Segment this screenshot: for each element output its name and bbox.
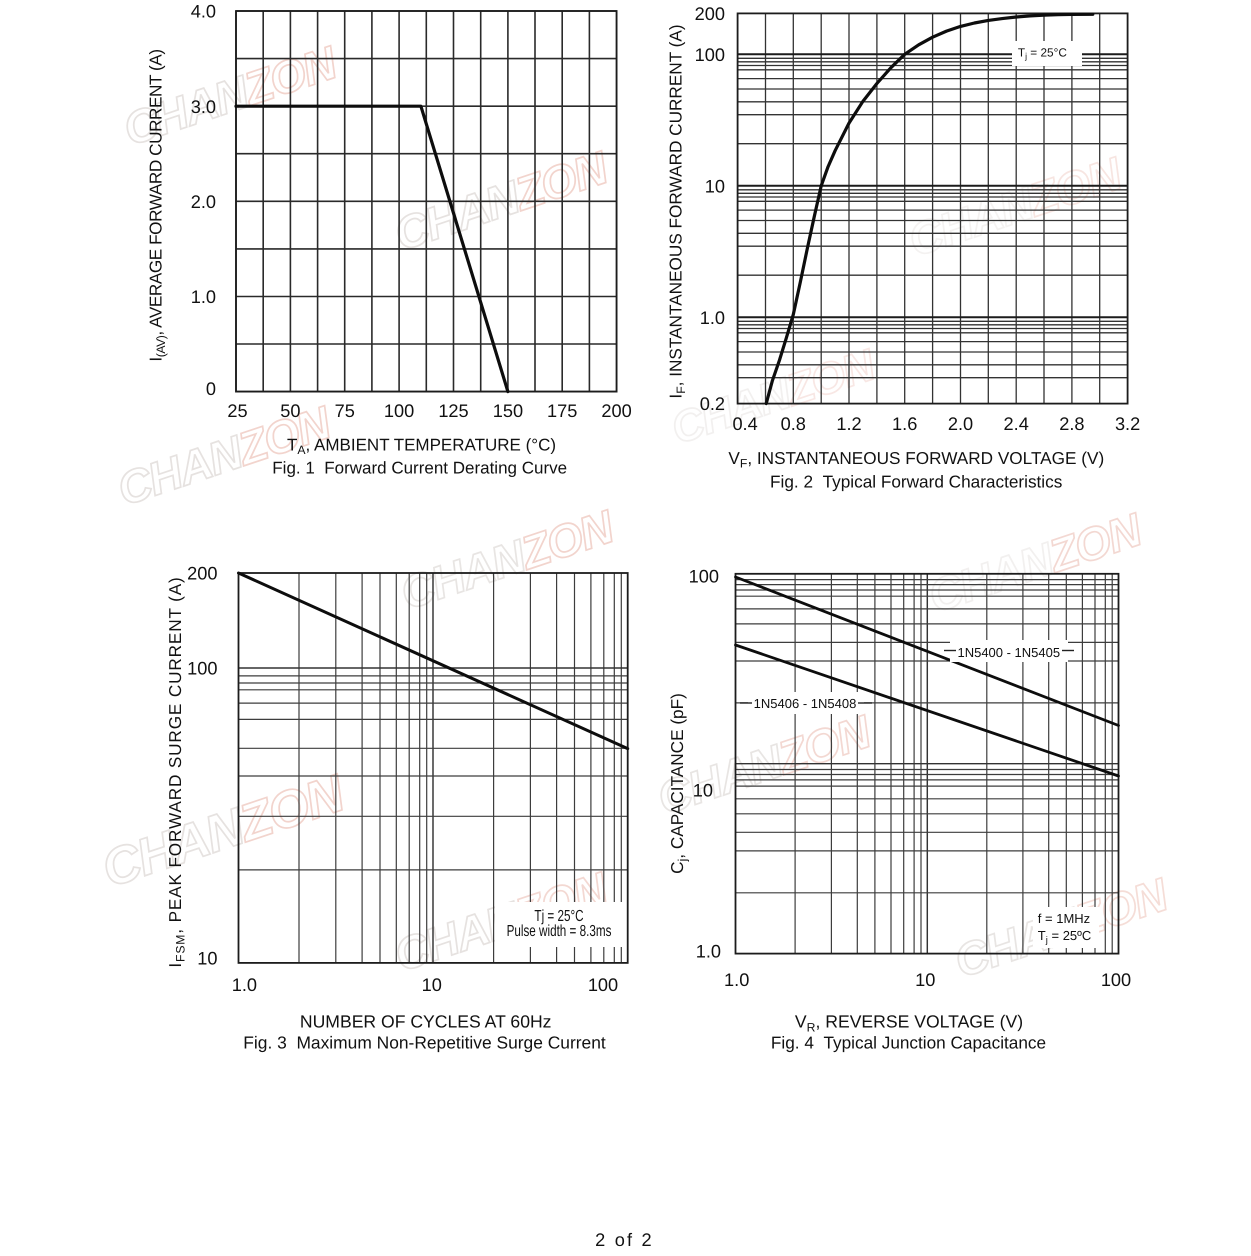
svg-text:2.8: 2.8 bbox=[1059, 414, 1084, 434]
svg-text:0.2: 0.2 bbox=[700, 394, 725, 414]
svg-text:NUMBER OF CYCLES AT 60Hz: NUMBER OF CYCLES AT 60Hz bbox=[300, 1012, 552, 1032]
svg-text:200: 200 bbox=[187, 564, 217, 584]
svg-text:125: 125 bbox=[438, 401, 468, 421]
svg-text:1N5406 - 1N5408: 1N5406 - 1N5408 bbox=[754, 696, 857, 711]
svg-text:I(AV), AVERAGE FORWARD CURRENT: I(AV), AVERAGE FORWARD CURRENT (A) bbox=[146, 49, 169, 361]
svg-text:CHANZON: CHANZON bbox=[394, 500, 621, 620]
svg-text:3.2: 3.2 bbox=[1115, 414, 1140, 434]
svg-text:1.2: 1.2 bbox=[836, 414, 861, 434]
svg-text:10: 10 bbox=[422, 975, 442, 995]
svg-text:4.0: 4.0 bbox=[191, 2, 216, 22]
svg-text:2.0: 2.0 bbox=[191, 192, 216, 212]
svg-text:2.4: 2.4 bbox=[1004, 414, 1029, 434]
svg-text:1.6: 1.6 bbox=[892, 414, 917, 434]
svg-text:10: 10 bbox=[693, 780, 713, 800]
svg-text:1N5400 - 1N5405: 1N5400 - 1N5405 bbox=[957, 645, 1060, 660]
svg-text:10: 10 bbox=[915, 970, 935, 990]
svg-text:175: 175 bbox=[547, 401, 577, 421]
svg-text:1.0: 1.0 bbox=[724, 970, 749, 990]
svg-text:10: 10 bbox=[705, 176, 725, 196]
svg-text:100: 100 bbox=[1101, 970, 1131, 990]
svg-text:200: 200 bbox=[601, 401, 631, 421]
svg-text:0: 0 bbox=[206, 379, 216, 399]
svg-text:200: 200 bbox=[695, 4, 725, 24]
svg-text:Tj = 25ºC: Tj = 25ºC bbox=[1038, 928, 1092, 946]
svg-text:10: 10 bbox=[197, 949, 217, 969]
svg-text:2.0: 2.0 bbox=[948, 414, 973, 434]
svg-text:2 of 2: 2 of 2 bbox=[595, 1230, 654, 1250]
svg-text:CHANZON: CHANZON bbox=[922, 503, 1149, 623]
svg-text:100: 100 bbox=[187, 659, 217, 679]
svg-text:Cj, CAPACITANCE (pF): Cj, CAPACITANCE (pF) bbox=[667, 693, 690, 874]
svg-text:3.0: 3.0 bbox=[191, 97, 216, 117]
svg-text:IF, INSTANTANEOUS FORWARD CURR: IF, INSTANTANEOUS FORWARD CURRENT (A) bbox=[666, 24, 689, 398]
svg-text:150: 150 bbox=[493, 401, 523, 421]
svg-text:1.0: 1.0 bbox=[232, 975, 257, 995]
svg-text:Fig. 1 Forward Current Derati: Fig. 1 Forward Current Derating Curve bbox=[272, 459, 567, 478]
svg-text:0.8: 0.8 bbox=[781, 414, 806, 434]
svg-text:Tj = 25°C: Tj = 25°C bbox=[1018, 46, 1067, 62]
svg-text:75: 75 bbox=[335, 401, 355, 421]
svg-text:Fig. 2 Typical Forward Charac: Fig. 2 Typical Forward Characteristics bbox=[770, 471, 1062, 491]
svg-text:0.4: 0.4 bbox=[732, 414, 757, 434]
svg-text:1.0: 1.0 bbox=[191, 287, 216, 307]
svg-text:100: 100 bbox=[689, 567, 719, 587]
svg-text:100: 100 bbox=[588, 975, 618, 995]
svg-text:Fig. 3 Maximum Non-Repetitive: Fig. 3 Maximum Non-Repetitive Surge Curr… bbox=[243, 1033, 606, 1053]
svg-text:VR, REVERSE VOLTAGE (V): VR, REVERSE VOLTAGE (V) bbox=[795, 1012, 1023, 1035]
svg-text:Fig. 4 Typical Junction Capac: Fig. 4 Typical Junction Capacitance bbox=[771, 1033, 1046, 1053]
svg-text:1.0: 1.0 bbox=[700, 308, 725, 328]
svg-text:100: 100 bbox=[384, 401, 414, 421]
svg-text:f = 1MHz: f = 1MHz bbox=[1038, 911, 1090, 926]
svg-text:Pulse width = 8.3ms: Pulse width = 8.3ms bbox=[507, 923, 612, 940]
svg-text:25: 25 bbox=[227, 401, 247, 421]
svg-text:IFSM, PEAK FORWARD SURGE CURRE: IFSM, PEAK FORWARD SURGE CURRENT (A) bbox=[165, 576, 188, 967]
svg-text:Tj = 25°C: Tj = 25°C bbox=[534, 908, 583, 925]
svg-text:1.0: 1.0 bbox=[696, 942, 721, 962]
svg-text:CHANZON: CHANZON bbox=[902, 147, 1129, 267]
svg-text:100: 100 bbox=[695, 45, 725, 65]
svg-text:CHANZON: CHANZON bbox=[95, 764, 353, 899]
svg-text:VF, INSTANTANEOUS FORWARD VOLT: VF, INSTANTANEOUS FORWARD VOLTAGE (V) bbox=[728, 448, 1104, 471]
svg-text:TA, AMBIENT TEMPERATURE (°C): TA, AMBIENT TEMPERATURE (°C) bbox=[287, 436, 556, 458]
svg-text:50: 50 bbox=[280, 401, 300, 421]
